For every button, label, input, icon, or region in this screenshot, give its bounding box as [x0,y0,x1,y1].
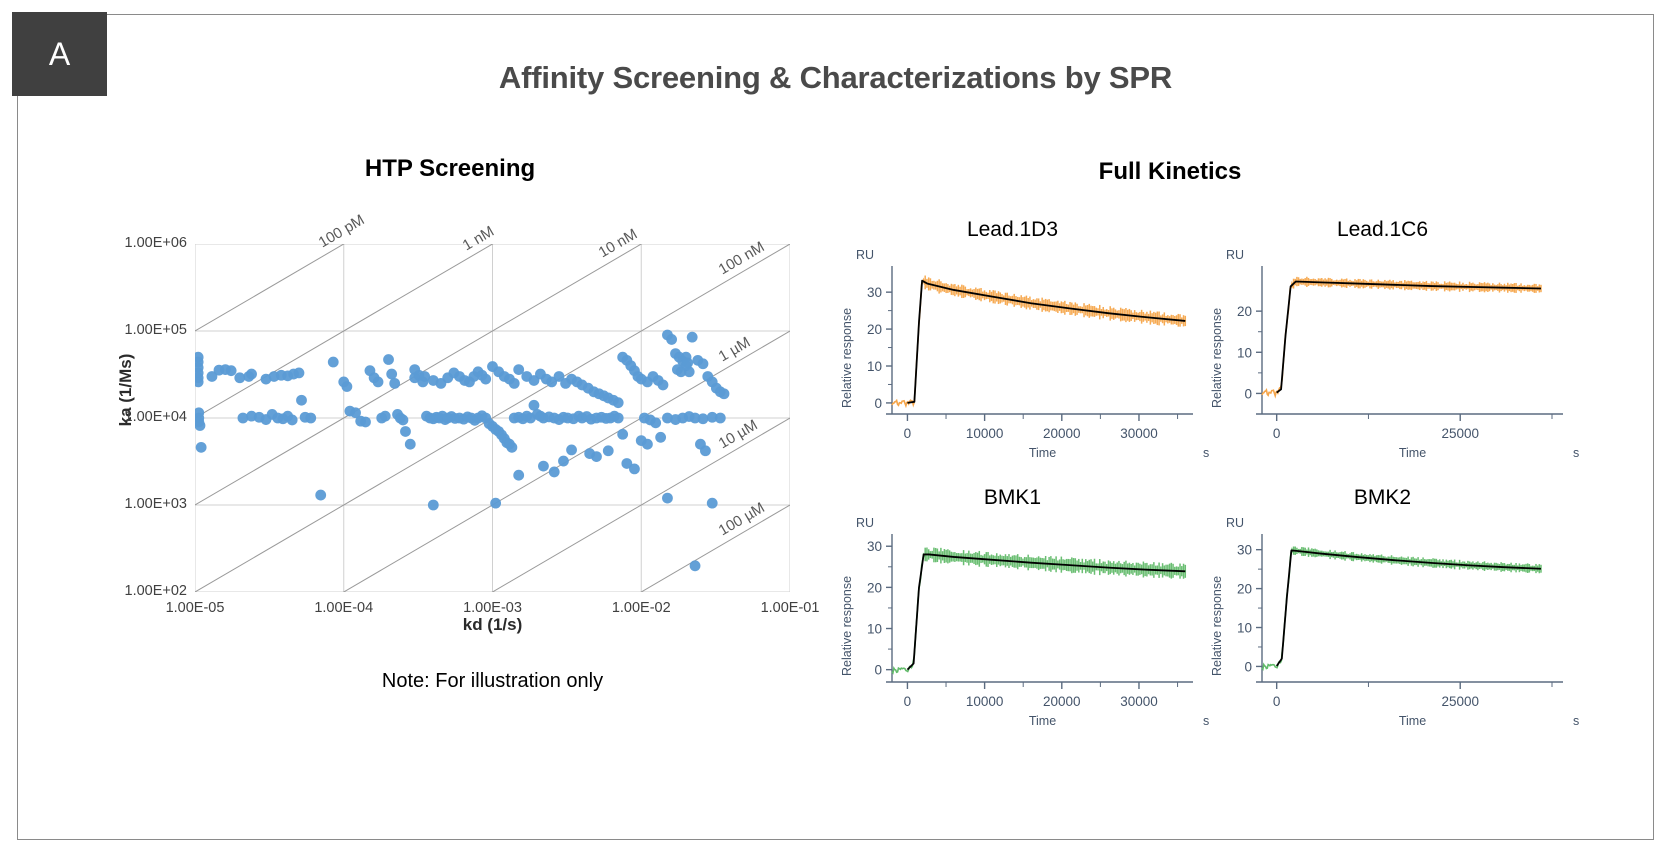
section-title-full-kinetics: Full Kinetics [1098,158,1242,185]
kinetics-y-unit: RU [1226,516,1245,530]
kinetics-x-unit: s [1203,446,1210,460]
kinetics-y-tick: 10 [1237,345,1252,360]
kinetics-x-axis-title: Time [1398,446,1427,460]
kinetics-y-tick: 10 [867,622,882,637]
scatter-plot-area [195,244,790,592]
scatter-y-tick: 1.00E+04 [124,409,188,425]
kinetics-x-unit: s [1573,714,1580,728]
kinetics-x-axis-title: Time [1028,446,1057,460]
kinetics-plot-bmk1: BMK1 0 10 20 30 0 10000 20000 30000 RU Relative re… [820,486,1209,744]
kinetics-title: Lead.1C6 [1336,218,1429,241]
kinetics-plot-bmk2: BMK2 0 10 20 30 0 25000 RU Relative response Time… [1190,486,1579,744]
scatter-svg [195,244,790,592]
full-kinetics-grid: Lead.1D3 0 10 20 30 0 10000 20000 30000 RU Relativ… [820,218,1610,738]
kinetics-x-tick: 30000 [1120,694,1158,709]
kinetics-plot-lead-1d3: Lead.1D3 0 10 20 30 0 10000 20000 30000 RU Relativ… [820,218,1209,476]
kinetics-y-unit: RU [856,248,875,262]
kinetics-raw-trace [1292,546,1542,574]
scatter-x-tick: 1.00E-02 [611,600,671,616]
kinetics-y-tick: 20 [1237,304,1252,319]
kinetics-svg: 0 10 20 30 0 10000 20000 30000 [867,534,1193,709]
scatter-points [195,329,730,572]
kinetics-y-tick: 20 [867,322,882,337]
kinetics-y-tick: 20 [1237,582,1252,597]
kinetics-y-axis-title: Relative response [840,575,854,676]
scatter-x-tick: 1.00E-03 [463,600,522,616]
kinetics-y-tick: 0 [874,396,882,411]
kinetics-x-tick: 0 [1273,694,1281,709]
kinetics-fit-line [1276,280,1541,394]
kinetics-y-tick: 10 [867,359,882,374]
kinetics-raw-trace [924,547,1187,579]
kinetics-x-tick: 10000 [966,694,1004,709]
kinetics-svg: 0 10 20 0 25000 [1237,266,1563,441]
kinetics-y-unit: RU [1226,248,1245,262]
section-title-htp-screening: HTP Screening [364,155,536,182]
kinetics-raw-trace [924,275,1187,327]
kinetics-fit-line [1275,549,1542,667]
scatter-y-tick: 1.00E+03 [124,496,188,512]
kinetics-x-tick: 0 [1273,426,1281,441]
kinetics-y-axis-title: Relative response [840,307,854,408]
panel-letter-badge: A [12,12,107,96]
scatter-y-tick: 1.00E+06 [124,235,188,251]
kinetics-y-unit: RU [856,516,875,530]
kinetics-x-tick: 0 [904,694,912,709]
kinetics-y-axis-title: Relative response [1210,575,1224,676]
kinetics-x-unit: s [1203,714,1210,728]
kinetics-y-tick: 0 [874,663,882,678]
scatter-x-tick: 1.00E-05 [165,600,225,616]
kinetics-fit-line [907,279,1186,404]
kinetics-fit-line [906,553,1186,671]
kinetics-title: BMK1 [983,486,1042,509]
kinetics-y-tick: 30 [1237,543,1252,558]
kinetics-y-tick: 30 [867,285,882,300]
scatter-x-axis-title: kd (1/s) [462,615,523,634]
kinetics-title: Lead.1D3 [966,218,1059,241]
kinetics-x-tick: 10000 [966,426,1004,441]
kinetics-x-tick: 30000 [1120,426,1158,441]
kinetics-y-tick: 0 [1244,386,1252,401]
panel-letter: A [48,35,71,72]
kinetics-y-tick: 10 [1237,621,1252,636]
kinetics-x-axis-title: Time [1028,714,1057,728]
kinetics-x-tick: 20000 [1043,426,1081,441]
htp-scatter-chart: ka (1/Ms) 1.00E+06 1.00E+05 1.00E+04 1.00E+… [70,212,819,720]
kinetics-y-axis-title: Relative response [1210,307,1224,408]
kinetics-title: BMK2 [1353,486,1412,509]
kinetics-y-tick: 20 [867,580,882,595]
kinetics-svg: 0 10 20 30 0 10000 20000 30000 [867,266,1193,441]
kinetics-x-tick: 25000 [1441,694,1479,709]
scatter-x-tick: 1.00E-01 [760,600,820,616]
kinetics-x-tick: 20000 [1043,694,1081,709]
page-title: Affinity Screening & Characterizations b… [498,60,1173,95]
kinetics-x-axis-title: Time [1398,714,1427,728]
kinetics-x-unit: s [1573,446,1580,460]
kinetics-x-tick: 25000 [1441,426,1479,441]
kinetics-y-tick: 0 [1244,659,1252,674]
kinetics-svg: 0 10 20 30 0 25000 [1237,534,1563,709]
illustration-note: Note: For illustration only [381,670,604,692]
scatter-y-tick: 1.00E+05 [124,322,188,338]
kinetics-x-tick: 0 [904,426,912,441]
kinetics-plot-lead-1c6: Lead.1C6 0 10 20 0 25000 RU Relative response Ti… [1190,218,1579,476]
kinetics-y-tick: 30 [867,539,882,554]
scatter-x-tick: 1.00E-04 [314,600,374,616]
scatter-y-tick: 1.00E+02 [124,583,188,599]
